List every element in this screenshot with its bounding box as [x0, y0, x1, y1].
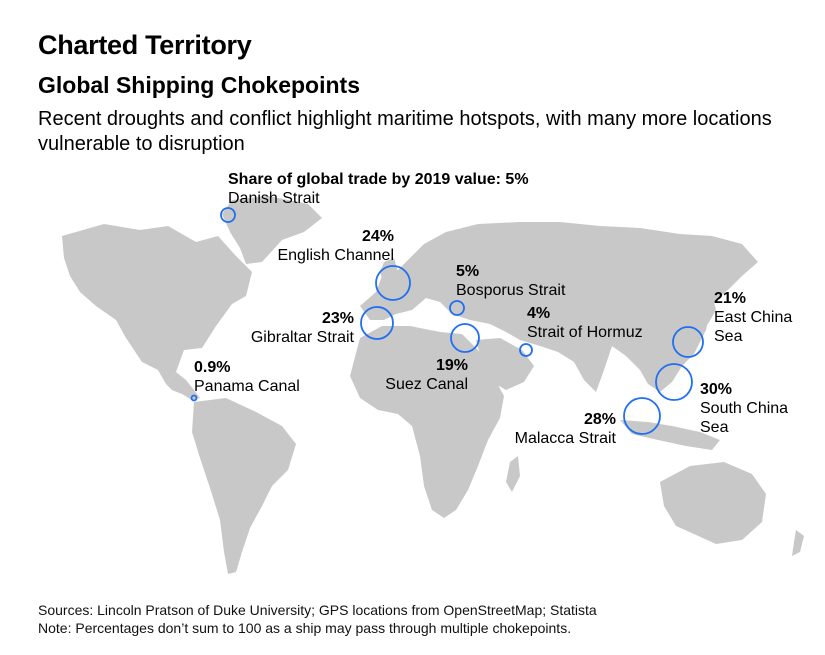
chokepoint-bubbles	[190, 207, 704, 435]
bubble-strait-of-hormuz	[519, 343, 533, 357]
chokepoint-name: Danish Strait	[228, 190, 320, 207]
bubble-south-china-sea	[655, 363, 693, 401]
chokepoint-name: English Channel	[277, 247, 394, 264]
chart-subtitle: Recent droughts and conflict highlight m…	[38, 108, 772, 155]
landmasses	[62, 196, 804, 574]
chokepoint-share: 0.9%	[194, 359, 231, 376]
bubble-danish-strait	[220, 207, 236, 223]
label-malacca-strait: 28% Malacca Strait	[496, 410, 616, 448]
label-suez-canal: 19% Suez Canal	[372, 356, 468, 394]
chokepoint-share: 23%	[321, 310, 354, 327]
land-greenland	[222, 196, 322, 264]
land-new-zealand	[792, 530, 804, 556]
chokepoint-name: Bosporus Strait	[456, 282, 566, 299]
land-japan	[700, 294, 716, 324]
chokepoint-name: East China	[714, 309, 793, 326]
land-south-america	[192, 398, 296, 574]
label-danish-strait: Share of global trade by 2019 value: 5% …	[228, 170, 529, 208]
land-madagascar	[506, 456, 520, 492]
land-britain	[380, 258, 398, 286]
land-eurasia	[360, 222, 758, 392]
chokepoint-share: 19%	[435, 357, 468, 374]
land-north-america	[62, 224, 252, 384]
label-english-channel: 24% English Channel	[262, 227, 394, 265]
chokepoint-name: Sea	[700, 419, 729, 436]
chokepoint-share: 30%	[700, 381, 733, 398]
label-gibraltar-strait: 23% Gibraltar Strait	[232, 309, 354, 347]
chokepoint-name: Suez Canal	[385, 376, 468, 393]
label-east-china-sea: 21% East China Sea	[714, 289, 792, 346]
bubble-gibraltar-strait	[360, 306, 394, 340]
chokepoint-name: Strait of Hormuz	[527, 324, 643, 341]
bubble-bosporus-strait	[449, 300, 465, 316]
bubble-suez-canal	[450, 323, 480, 353]
bubble-english-channel	[375, 265, 411, 301]
chokepoint-share: 24%	[361, 228, 394, 245]
sources-note: Sources: Lincoln Pratson of Duke Univers…	[38, 602, 597, 618]
chokepoint-name: Panama Canal	[194, 378, 300, 395]
land-indonesia	[620, 420, 720, 450]
land-africa	[350, 326, 504, 518]
label-panama-canal: 0.9% Panama Canal	[194, 358, 300, 396]
bubble-panama-canal	[190, 394, 198, 402]
brand-title: Charted Territory	[38, 30, 252, 60]
chart-title: Global Shipping Chokepoints	[38, 72, 360, 98]
label-south-china-sea: 30% South China Sea	[700, 380, 788, 437]
chokepoint-name: Malacca Strait	[514, 430, 616, 447]
label-strait-of-hormuz: 4% Strait of Hormuz	[527, 304, 643, 342]
chokepoint-share: 21%	[714, 290, 747, 307]
chokepoint-name: Gibraltar Strait	[250, 329, 354, 346]
bubble-malacca-strait	[623, 397, 661, 435]
bubble-east-china-sea	[672, 326, 704, 358]
footer: Sources: Lincoln Pratson of Duke Univers…	[38, 601, 597, 637]
chokepoint-name: South China	[700, 400, 789, 417]
land-australia	[660, 462, 766, 544]
chokepoint-share: 4%	[527, 305, 551, 322]
land-central-america	[166, 372, 200, 400]
chokepoint-share: 5%	[456, 263, 480, 280]
legend-heading: Share of global trade by 2019 value: 5%	[228, 171, 529, 188]
chokepoint-name: Sea	[714, 328, 743, 345]
methodology-note: Note: Percentages don’t sum to 100 as a …	[38, 620, 572, 636]
chokepoint-share: 28%	[583, 411, 616, 428]
label-bosporus-strait: 5% Bosporus Strait	[456, 262, 565, 300]
